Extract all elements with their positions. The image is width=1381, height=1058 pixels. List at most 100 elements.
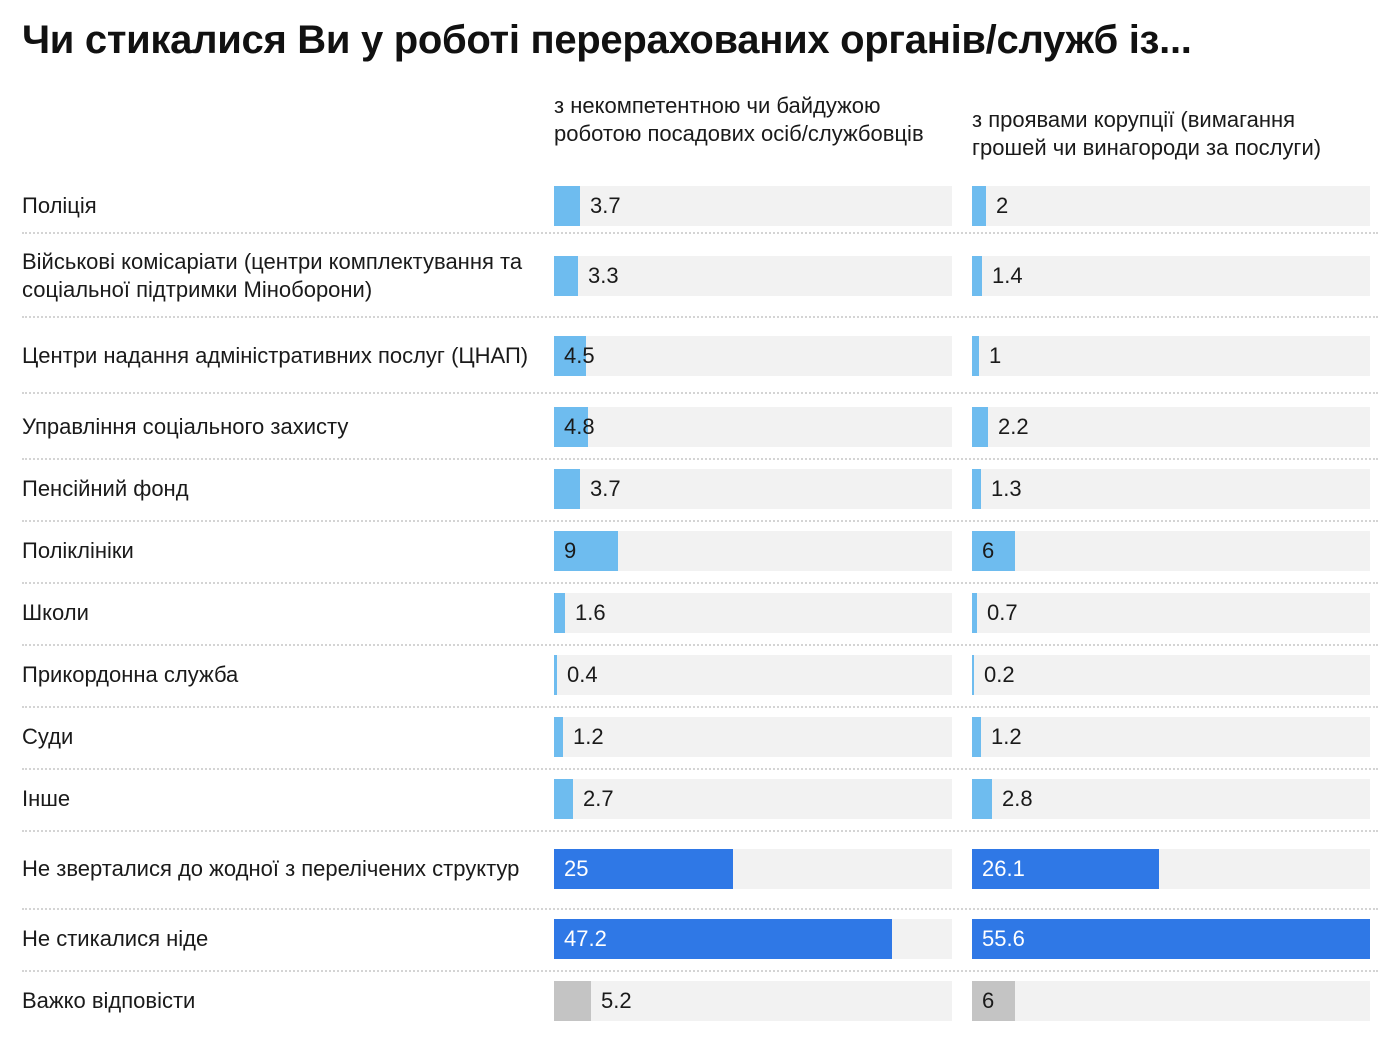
chart-row: Управління соціального захисту 4.8 2.2	[22, 396, 1378, 458]
chart-row: Поліклініки 9 6	[22, 520, 1378, 582]
bar	[554, 981, 591, 1021]
bar-track: 1.2	[972, 717, 1370, 757]
row-divider	[22, 908, 1378, 910]
bar	[972, 849, 1159, 889]
data-label: 1.3	[991, 476, 1022, 501]
bar-track: 47.2	[554, 919, 952, 959]
bar-track: 3.7	[554, 186, 952, 226]
bar	[972, 717, 981, 757]
chart-row: Поліція 3.7 2	[22, 185, 1378, 227]
row-divider	[22, 706, 1378, 708]
data-label: 6	[982, 538, 995, 563]
bar-track: 0.7	[972, 593, 1370, 633]
category-label: Не зверталися до жодної з перелічених ст…	[22, 856, 520, 881]
bar-track: 26.1	[972, 849, 1370, 889]
data-label: 1	[989, 343, 1002, 368]
data-label: 0.7	[987, 600, 1018, 625]
row-divider	[22, 768, 1378, 770]
bar-track: 6	[972, 981, 1370, 1021]
bar-track: 2.7	[554, 779, 952, 819]
bar	[972, 407, 988, 447]
bar-track: 2.2	[972, 407, 1370, 447]
category-label: Поліклініки	[22, 538, 134, 563]
bar-track: 1.2	[554, 717, 952, 757]
chart-row: Школи 1.6 0.7	[22, 582, 1378, 644]
data-label: 1.4	[992, 263, 1023, 288]
bar	[972, 531, 1015, 571]
data-label: 2.8	[1002, 786, 1033, 811]
data-label: 9	[564, 538, 577, 563]
row-divider	[22, 392, 1378, 394]
bar	[554, 717, 563, 757]
category-label: Суди	[22, 724, 74, 749]
chart-row: Військові комісаріати (центри комплектув…	[22, 240, 1378, 312]
data-label: 3.7	[590, 476, 621, 501]
chart-title: Чи стикалися Ви у роботі перерахованих о…	[22, 18, 1192, 62]
bar	[554, 336, 586, 376]
data-label: 0.2	[984, 662, 1015, 687]
category-label: Пенсійний фонд	[22, 476, 189, 501]
bar-track: 4.8	[554, 407, 952, 447]
row-divider	[22, 830, 1378, 832]
bar-track: 4.5	[554, 336, 952, 376]
bar	[972, 593, 977, 633]
chart-row: Інше 2.7 2.8	[22, 768, 1378, 830]
bar-track: 1.3	[972, 469, 1370, 509]
data-label: 1.2	[573, 724, 604, 749]
row-divider	[22, 520, 1378, 522]
data-label: 4.8	[564, 414, 595, 439]
data-label: 3.7	[590, 193, 621, 218]
bar	[554, 256, 578, 296]
bar	[554, 849, 733, 889]
data-label: 25	[564, 856, 589, 881]
category-label: Не стикалися ніде	[22, 926, 209, 951]
bar	[554, 469, 580, 509]
data-label: 2	[996, 193, 1009, 218]
bar-track: 9	[554, 531, 952, 571]
data-label: 3.3	[588, 263, 619, 288]
bar	[972, 256, 982, 296]
data-label: 6	[982, 988, 995, 1013]
bar-track: 1.4	[972, 256, 1370, 296]
bar	[554, 593, 565, 633]
data-label: 5.2	[601, 988, 632, 1013]
chart-row: Важко відповісти 5.2 6	[22, 970, 1378, 1032]
data-label: 1.2	[991, 724, 1022, 749]
row-divider	[22, 316, 1378, 318]
bar-track: 1	[972, 336, 1370, 376]
bar	[972, 919, 1370, 959]
chart-row: Суди 1.2 1.2	[22, 706, 1378, 768]
bar	[554, 779, 573, 819]
data-label: 47.2	[564, 926, 607, 951]
bar-track: 3.3	[554, 256, 952, 296]
chart-row: Центри надання адміністративних послуг (…	[22, 320, 1378, 392]
bar	[554, 186, 580, 226]
chart-row: Не зверталися до жодної з перелічених ст…	[22, 830, 1378, 908]
bar-track: 1.6	[554, 593, 952, 633]
category-label: Військові комісаріати (центри комплектув…	[22, 249, 523, 302]
data-label: 2.7	[583, 786, 614, 811]
bar-track: 0.2	[972, 655, 1370, 695]
bar-track: 55.6	[972, 919, 1370, 959]
bar	[972, 779, 992, 819]
bar	[972, 655, 974, 695]
row-divider	[22, 582, 1378, 584]
bar-track: 0.4	[554, 655, 952, 695]
bar-track: 3.7	[554, 469, 952, 509]
data-label: 26.1	[982, 856, 1025, 881]
bar	[554, 531, 618, 571]
bar-track: 25	[554, 849, 952, 889]
data-label: 0.4	[567, 662, 598, 687]
category-label: Управління соціального захисту	[22, 414, 349, 439]
bar	[972, 981, 1015, 1021]
bar	[972, 469, 981, 509]
category-label: Інше	[22, 786, 71, 811]
chart-row: Не стикалися ніде 47.2 55.6	[22, 908, 1378, 970]
series-header-corruption: з проявами корупції (вимагання грошей чи…	[972, 107, 1322, 160]
bar-track: 6	[972, 531, 1370, 571]
row-divider	[22, 970, 1378, 972]
bar-track: 2.8	[972, 779, 1370, 819]
category-label: Прикордонна служба	[22, 662, 239, 687]
data-label: 2.2	[998, 414, 1029, 439]
bar	[972, 186, 986, 226]
